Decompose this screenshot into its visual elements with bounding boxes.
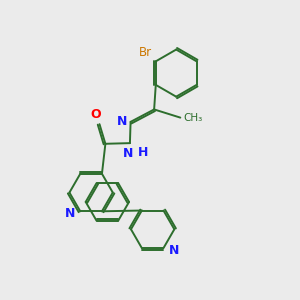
Text: O: O <box>90 108 101 121</box>
Text: N: N <box>123 147 134 160</box>
Text: N: N <box>65 207 75 220</box>
Text: H: H <box>138 146 148 159</box>
Text: N: N <box>117 115 127 128</box>
Text: Br: Br <box>139 46 152 59</box>
Text: CH₃: CH₃ <box>183 112 202 123</box>
Text: N: N <box>168 244 179 257</box>
